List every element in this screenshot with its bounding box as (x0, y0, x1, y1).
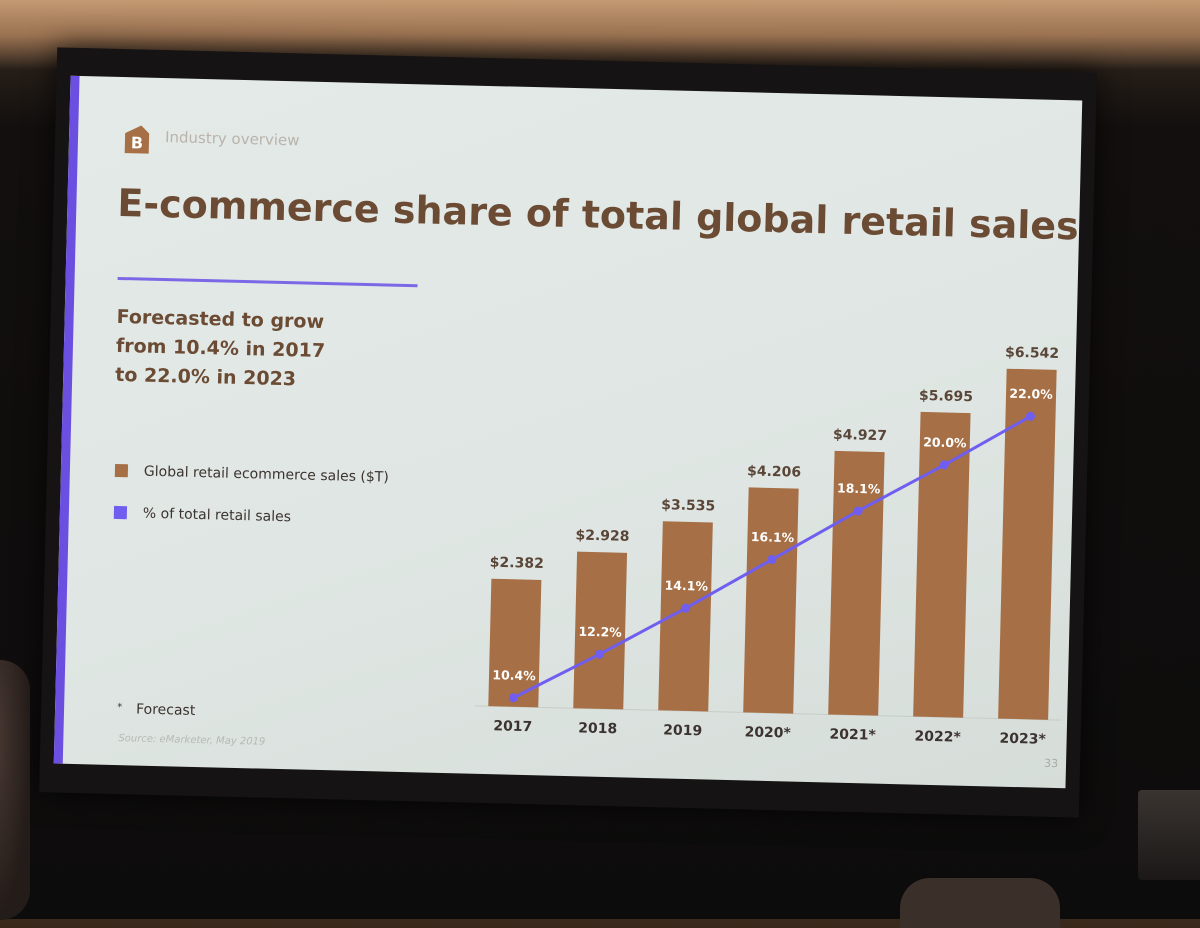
share-point (939, 460, 949, 470)
share-value-label: 18.1% (837, 480, 881, 496)
share-value-label: 14.1% (664, 578, 708, 594)
x-tick-label: 2022* (914, 729, 961, 746)
bar-value-label: $6.542 (1005, 345, 1059, 362)
share-value-label: 20.0% (923, 434, 967, 450)
share-point (1026, 411, 1036, 421)
bar (998, 368, 1057, 720)
x-tick-label: 2017 (493, 718, 532, 735)
bar-value-label: $4.927 (833, 427, 887, 444)
share-point (595, 649, 605, 659)
share-point (853, 506, 863, 516)
x-tick-label: 2020* (744, 724, 791, 741)
bar-value-label: $4.206 (747, 463, 801, 480)
share-point (508, 693, 518, 703)
share-value-label: 10.4% (492, 667, 536, 683)
audience-person-silhouette (0, 660, 30, 920)
x-tick-label: 2023* (999, 731, 1046, 748)
bar (573, 551, 628, 710)
bar (913, 411, 971, 718)
forecast-marker: * (116, 702, 123, 714)
share-value-label: 16.1% (751, 529, 795, 545)
bar (488, 578, 542, 708)
bar (658, 521, 713, 712)
x-tick-label: 2018 (578, 720, 617, 737)
bar (743, 487, 799, 714)
x-tick-label: 2021* (829, 726, 876, 743)
share-value-label: 22.0% (1009, 386, 1053, 402)
bar (828, 450, 885, 716)
share-point (767, 555, 777, 565)
presentation-slide: B Industry overview E-commerce share of … (53, 75, 1083, 789)
share-value-label: 12.2% (578, 624, 622, 640)
foreground-object (1138, 790, 1200, 880)
share-point (681, 603, 691, 613)
brand-logo-icon: B (124, 125, 150, 154)
logo-letter: B (131, 133, 144, 152)
bar-value-label: $3.535 (661, 497, 715, 514)
forecast-note: * Forecast (117, 701, 196, 719)
bar-value-label: $2.382 (490, 555, 544, 572)
bar-value-label: $5.695 (919, 388, 973, 405)
x-tick-label: 2019 (663, 722, 702, 739)
bar-value-label: $2.928 (575, 528, 629, 545)
page-number: 33 (1043, 756, 1059, 771)
forecast-label: Forecast (135, 701, 196, 719)
foreground-chair (900, 878, 1060, 928)
ecommerce-chart: $2.382 2017 $2.928 2018 $3.535 2019 $4.206 2020… (475, 345, 1062, 748)
